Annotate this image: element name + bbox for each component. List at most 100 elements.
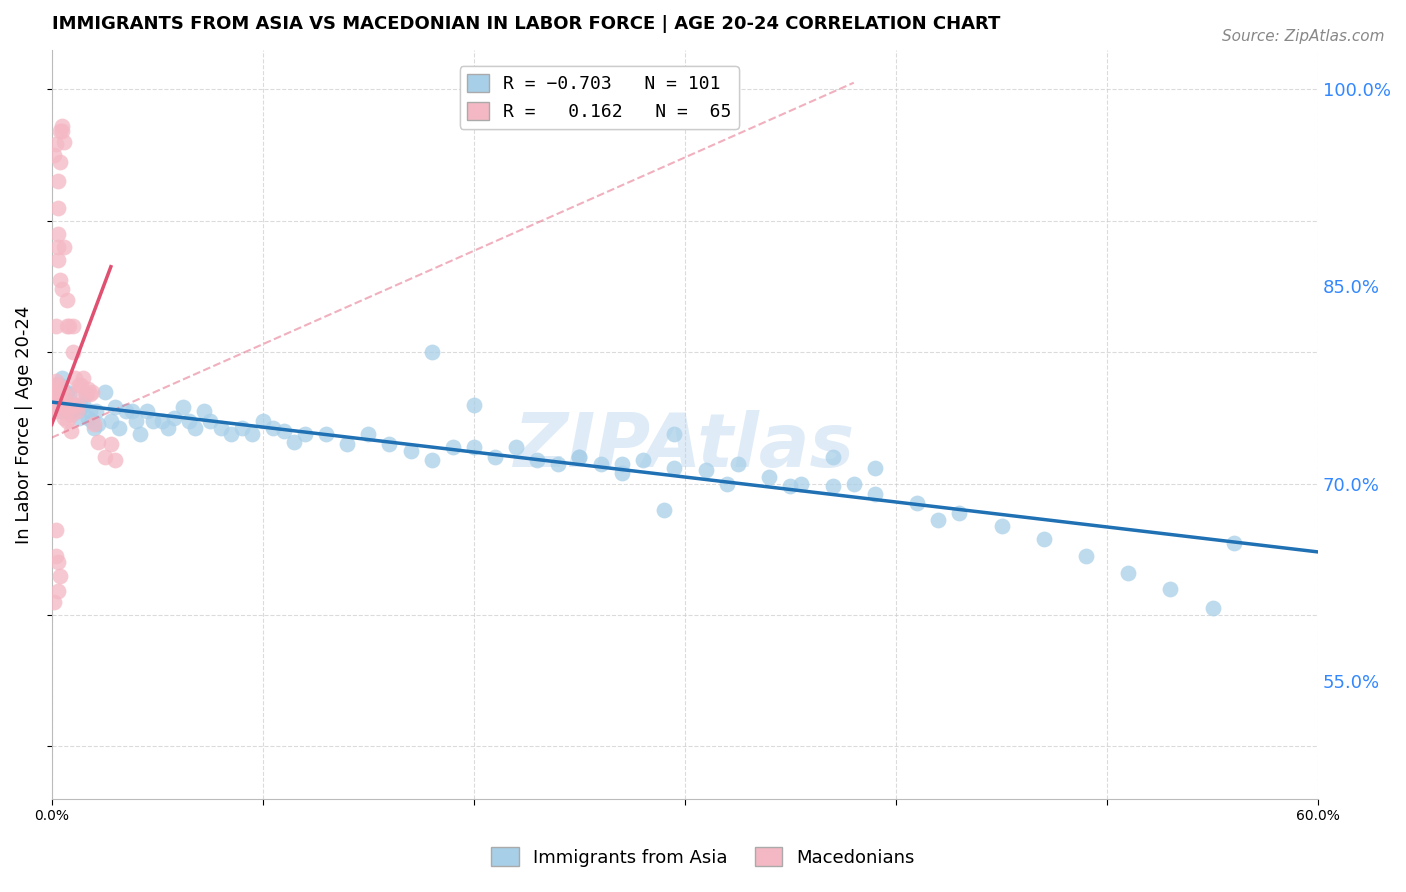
Point [45,404,67,418]
Point [42,595,65,609]
Point [589,457,612,471]
Point [55,384,77,399]
Point [53,398,76,412]
Point [45,318,67,333]
Point [163,410,186,425]
Point [114,404,136,418]
Point [70,378,93,392]
Point [821,450,844,465]
Point [45,378,67,392]
Point [150,413,173,427]
Point [93,384,115,399]
Point [315,426,337,441]
Point [652,503,675,517]
Point [80,384,103,399]
Point [990,518,1012,533]
Point [49,387,72,401]
Point [49,391,72,405]
Point [779,479,801,493]
Point [58,318,80,333]
Point [610,466,633,480]
Point [80,413,103,427]
Point [62,404,84,418]
Point [46,398,69,412]
Point [121,404,143,418]
Point [58,401,80,415]
Point [219,426,242,441]
Point [45,523,67,537]
Point [46,387,69,401]
Point [42,378,65,392]
Point [55,293,77,307]
Point [51,371,73,385]
Point [695,463,717,477]
Point [172,401,194,415]
Point [790,476,813,491]
Point [42,148,65,162]
Point [568,450,591,465]
Point [46,556,69,570]
Point [72,371,94,385]
Point [716,476,738,491]
Point [58,387,80,401]
Point [948,506,970,520]
Point [75,387,97,401]
Point [46,240,69,254]
Point [209,421,232,435]
Point [63,398,86,412]
Point [49,124,72,138]
Point [46,227,69,241]
Point [104,453,127,467]
Point [46,174,69,188]
Point [45,137,67,152]
Point [125,413,148,427]
Point [273,424,295,438]
Point [1222,535,1244,549]
Point [231,421,253,435]
Point [357,426,380,441]
Text: ZIPAtlas: ZIPAtlas [515,410,855,483]
Point [62,318,84,333]
Point [53,135,76,149]
Point [49,378,72,392]
Point [67,410,90,425]
Point [262,421,284,435]
Point [156,421,179,435]
Point [505,440,527,454]
Point [526,453,548,467]
Point [79,404,101,418]
Point [83,421,105,435]
Point [193,404,215,418]
Point [53,240,76,254]
Point [198,413,221,427]
Y-axis label: In Labor Force | Age 20-24: In Labor Force | Age 20-24 [15,305,32,543]
Point [927,513,949,527]
Point [79,387,101,401]
Point [76,382,98,396]
Point [53,387,76,401]
Point [905,496,928,510]
Text: Source: ZipAtlas.com: Source: ZipAtlas.com [1222,29,1385,44]
Point [87,434,110,449]
Point [46,378,69,392]
Point [76,410,98,425]
Point [294,426,316,441]
Point [283,434,305,449]
Point [53,384,76,399]
Point [1074,549,1097,563]
Point [46,253,69,268]
Point [45,549,67,563]
Point [129,426,152,441]
Point [184,421,207,435]
Point [100,437,122,451]
Point [240,426,263,441]
Point [46,584,69,599]
Point [46,384,69,399]
Text: IMMIGRANTS FROM ASIA VS MACEDONIAN IN LABOR FORCE | AGE 20-24 CORRELATION CHART: IMMIGRANTS FROM ASIA VS MACEDONIAN IN LA… [52,15,1000,33]
Point [100,413,122,427]
Point [45,384,67,399]
Point [62,398,84,412]
Point [62,345,84,359]
Point [420,453,443,467]
Point [821,479,844,493]
